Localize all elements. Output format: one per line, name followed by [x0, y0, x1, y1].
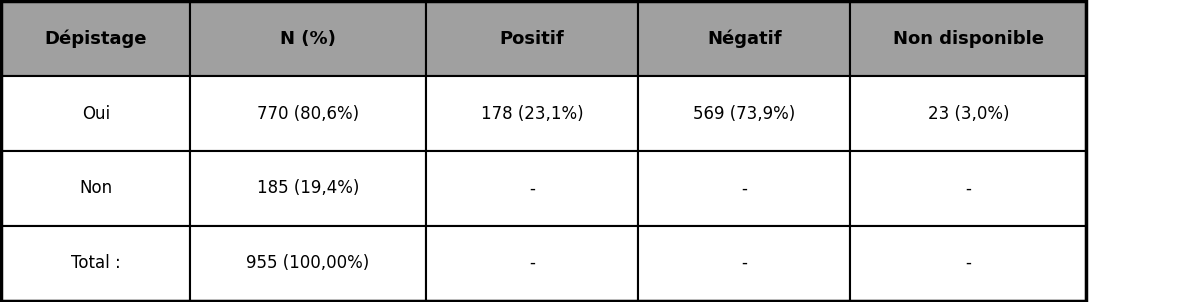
Text: 23 (3,0%): 23 (3,0%) — [928, 104, 1009, 123]
Text: -: - — [741, 254, 747, 272]
FancyBboxPatch shape — [850, 76, 1086, 151]
Text: 569 (73,9%): 569 (73,9%) — [693, 104, 795, 123]
Text: -: - — [966, 254, 972, 272]
FancyBboxPatch shape — [850, 151, 1086, 226]
FancyBboxPatch shape — [426, 151, 638, 226]
FancyBboxPatch shape — [1, 76, 190, 151]
Text: -: - — [966, 179, 972, 198]
FancyBboxPatch shape — [426, 226, 638, 300]
FancyBboxPatch shape — [426, 2, 638, 76]
FancyBboxPatch shape — [190, 226, 426, 300]
Text: -: - — [530, 254, 535, 272]
Text: Oui: Oui — [82, 104, 110, 123]
FancyBboxPatch shape — [426, 76, 638, 151]
Text: Dépistage: Dépistage — [45, 30, 147, 48]
Text: -: - — [741, 179, 747, 198]
FancyBboxPatch shape — [190, 151, 426, 226]
Text: Non: Non — [79, 179, 112, 198]
FancyBboxPatch shape — [1, 2, 190, 76]
FancyBboxPatch shape — [1, 226, 190, 300]
Text: Négatif: Négatif — [707, 30, 781, 48]
FancyBboxPatch shape — [638, 226, 850, 300]
Text: 178 (23,1%): 178 (23,1%) — [481, 104, 584, 123]
Text: 770 (80,6%): 770 (80,6%) — [256, 104, 359, 123]
FancyBboxPatch shape — [638, 151, 850, 226]
Text: 185 (19,4%): 185 (19,4%) — [256, 179, 359, 198]
Text: N (%): N (%) — [280, 30, 336, 48]
FancyBboxPatch shape — [638, 2, 850, 76]
Text: -: - — [530, 179, 535, 198]
FancyBboxPatch shape — [850, 226, 1086, 300]
Text: Total :: Total : — [71, 254, 121, 272]
Text: Non disponible: Non disponible — [892, 30, 1044, 48]
FancyBboxPatch shape — [190, 76, 426, 151]
FancyBboxPatch shape — [1, 151, 190, 226]
FancyBboxPatch shape — [850, 2, 1086, 76]
Text: Positif: Positif — [500, 30, 565, 48]
FancyBboxPatch shape — [190, 2, 426, 76]
FancyBboxPatch shape — [638, 76, 850, 151]
Text: 955 (100,00%): 955 (100,00%) — [246, 254, 370, 272]
